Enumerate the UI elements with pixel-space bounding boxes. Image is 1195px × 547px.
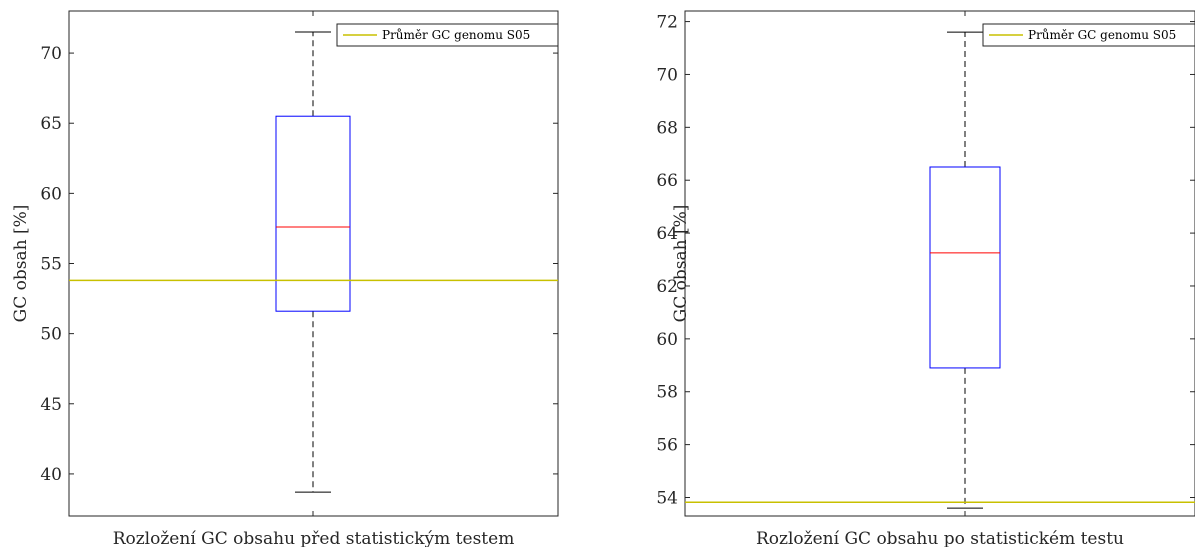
legend-label: Průměr GC genomu S05 (382, 27, 530, 42)
legend-box (336, 23, 559, 47)
y-tick-label: 66 (656, 171, 678, 191)
y-tick-label: 62 (656, 277, 678, 297)
y-tick-label: 54 (656, 488, 678, 508)
y-tick-label: 70 (656, 65, 678, 85)
y-tick-label: 56 (656, 436, 678, 456)
chart-panel-1: 40 45 50 55 60 65 70 Rozložení GC obsahu před s… (11, 10, 559, 547)
y-tick-label: 68 (656, 118, 678, 138)
chart-panel-2: 54 56 58 60 62 64 66 68 70 72 Rozložení GC obsahu … (656, 10, 1195, 547)
y-tick-label: 70 (40, 44, 62, 64)
y-tick-label: 55 (40, 255, 62, 275)
x-axis-label: Rozložení GC obsahu po statistickém test… (756, 529, 1124, 547)
y-axis-label: GC obsah [%] (671, 205, 691, 323)
y-tick-label: 58 (656, 383, 678, 403)
legend-label: Průměr GC genomu S05 (1028, 27, 1176, 42)
plot-frame (684, 10, 1195, 517)
y-tick-label: 45 (40, 395, 62, 415)
y-tick-label: 60 (656, 330, 678, 350)
y-tick-label: 72 (656, 13, 678, 33)
x-axis-label: Rozložení GC obsahu před statistickým te… (113, 529, 515, 547)
y-tick-label: 40 (40, 465, 62, 485)
y-tick-label: 50 (40, 325, 62, 345)
y-tick-label: 64 (656, 224, 678, 244)
legend-box (982, 23, 1195, 47)
box-iqr (275, 115, 351, 312)
y-tick-label: 65 (40, 114, 62, 134)
plot-frame (68, 10, 559, 517)
box-iqr (929, 166, 1001, 369)
y-axis-label: GC obsah [%] (11, 205, 31, 323)
y-tick-label: 60 (40, 184, 62, 204)
